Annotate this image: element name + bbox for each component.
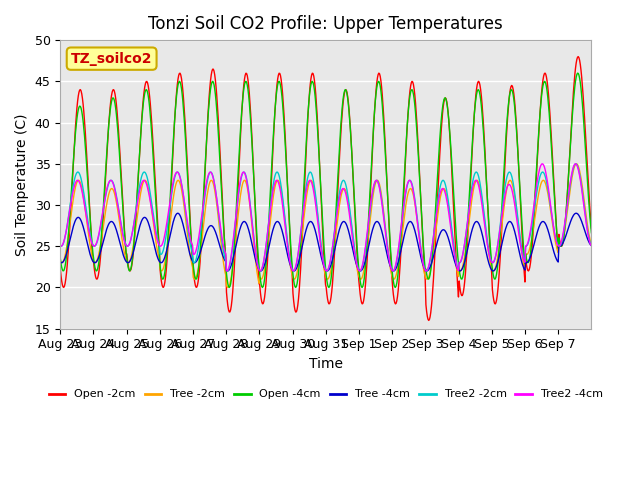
Open -4cm <box>411 102 419 108</box>
Tree2 -4cm <box>216 223 224 228</box>
Tree -4cm <box>263 254 271 260</box>
Title: Tonzi Soil CO2 Profile: Upper Temperatures: Tonzi Soil CO2 Profile: Upper Temperatur… <box>148 15 503 33</box>
Tree -2cm <box>411 200 419 206</box>
Line: Tree -2cm: Tree -2cm <box>60 164 591 288</box>
Tree -4cm <box>410 225 418 231</box>
Tree -2cm <box>119 240 127 246</box>
Tree2 -2cm <box>290 268 298 274</box>
Tree -4cm <box>381 239 388 245</box>
Open -4cm <box>56 255 64 261</box>
Tree2 -2cm <box>588 242 595 248</box>
Open -2cm <box>216 154 224 160</box>
Y-axis label: Soil Temperature (C): Soil Temperature (C) <box>15 113 29 256</box>
Tree2 -4cm <box>588 243 595 249</box>
Tree2 -2cm <box>216 226 224 231</box>
Line: Open -2cm: Open -2cm <box>60 57 591 321</box>
Open -4cm <box>381 146 389 152</box>
Open -4cm <box>216 164 224 170</box>
Open -2cm <box>263 272 271 277</box>
Tree -4cm <box>56 259 64 265</box>
Line: Tree2 -2cm: Tree2 -2cm <box>60 164 591 271</box>
Tree2 -2cm <box>381 224 389 229</box>
Tree2 -2cm <box>263 238 271 244</box>
Tree2 -4cm <box>263 238 271 243</box>
Open -4cm <box>264 243 271 249</box>
Tree2 -4cm <box>572 161 579 167</box>
Tree -2cm <box>381 222 389 228</box>
Tree2 -4cm <box>410 194 418 200</box>
Open -4cm <box>243 82 251 88</box>
Tree -4cm <box>216 245 224 251</box>
Tree2 -2cm <box>243 176 250 181</box>
Tree -4cm <box>119 250 127 256</box>
Tree -4cm <box>243 221 250 227</box>
Tree -2cm <box>56 258 64 264</box>
Open -2cm <box>119 198 127 204</box>
Open -2cm <box>575 54 582 60</box>
Open -2cm <box>588 225 595 231</box>
Tree -2cm <box>264 246 271 252</box>
Tree -2cm <box>224 285 232 290</box>
Tree2 -4cm <box>422 268 429 274</box>
Tree -2cm <box>572 161 580 167</box>
Text: TZ_soilco2: TZ_soilco2 <box>71 52 152 66</box>
Open -2cm <box>410 86 418 92</box>
Open -4cm <box>119 202 127 207</box>
Tree2 -2cm <box>119 229 127 235</box>
Open -4cm <box>588 230 595 236</box>
Open -4cm <box>573 70 581 76</box>
Tree -4cm <box>588 243 595 249</box>
Tree2 -4cm <box>243 177 250 183</box>
Open -2cm <box>243 71 250 76</box>
Open -2cm <box>381 125 388 131</box>
Tree -2cm <box>216 233 224 239</box>
Tree2 -2cm <box>56 243 64 249</box>
Tree2 -2cm <box>411 196 419 202</box>
Open -4cm <box>225 285 233 290</box>
Tree2 -4cm <box>381 221 388 227</box>
Tree2 -4cm <box>119 231 127 237</box>
Line: Open -4cm: Open -4cm <box>60 73 591 288</box>
Open -2cm <box>56 265 64 271</box>
Tree2 -2cm <box>572 161 579 167</box>
Tree -2cm <box>588 241 595 247</box>
Open -2cm <box>425 318 433 324</box>
X-axis label: Time: Time <box>309 357 343 371</box>
Tree -4cm <box>489 268 497 274</box>
Line: Tree -4cm: Tree -4cm <box>60 213 591 271</box>
Legend: Open -2cm, Tree -2cm, Open -4cm, Tree -4cm, Tree2 -2cm, Tree2 -4cm: Open -2cm, Tree -2cm, Open -4cm, Tree -4… <box>44 385 607 404</box>
Tree -2cm <box>243 184 251 190</box>
Line: Tree2 -4cm: Tree2 -4cm <box>60 164 591 271</box>
Tree -4cm <box>572 210 580 216</box>
Tree2 -4cm <box>56 243 64 249</box>
